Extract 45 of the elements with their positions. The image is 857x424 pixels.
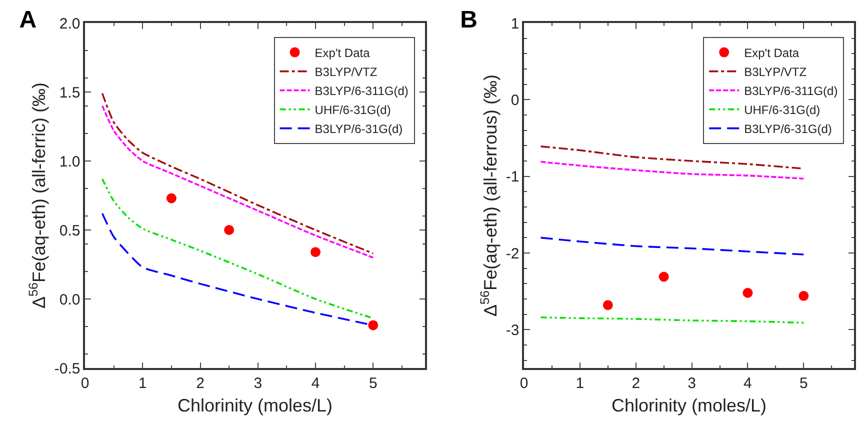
y-tick-label: 1: [510, 15, 520, 32]
point: [224, 225, 234, 235]
y-tick-label: 1.0: [59, 153, 80, 170]
y-tick-label: -1: [506, 168, 520, 186]
legend-label: UHF/6-31G(d): [744, 102, 820, 117]
point: [658, 272, 669, 282]
x-axis-title: Chlorinity (moles/L): [611, 395, 767, 416]
y-tick-label: 0.0: [59, 291, 80, 308]
legend-label: Exp't Data: [744, 46, 800, 60]
y-tick-label: 0: [510, 92, 520, 109]
x-tick-label: 3: [688, 374, 696, 392]
x-tick-label: 1: [576, 374, 584, 392]
point: [602, 300, 613, 310]
x-tick-label: 5: [799, 374, 808, 392]
x-tick-label: 2: [632, 374, 640, 392]
chart-title: B: [460, 6, 478, 34]
point: [368, 320, 378, 330]
x-tick-label: 4: [744, 374, 752, 392]
legend-label: B3LYP/6-31G(d): [744, 122, 832, 136]
point: [798, 290, 809, 301]
point: [310, 247, 321, 258]
x-tick-label: 3: [254, 374, 262, 392]
x-tick-label: 1: [138, 374, 147, 392]
y-tick-label: 1.5: [59, 84, 80, 102]
legend-label: B3LYP/6-311G(d): [314, 84, 408, 98]
y-tick-label: -2: [506, 245, 520, 262]
line-series: [540, 236, 805, 256]
legend-label: UHF/6-31G(d): [314, 102, 391, 117]
point: [742, 288, 753, 298]
chart-title: A: [19, 6, 37, 34]
x-tick-label: 5: [368, 374, 378, 392]
x-tick-label: 2: [196, 374, 204, 392]
line-series: [540, 160, 805, 180]
legend-label: B3LYP/VTZ: [744, 64, 807, 79]
y-tick-label: -3: [506, 322, 520, 339]
legend-label: B3LYP/6-31G(d): [314, 122, 403, 136]
point: [166, 193, 176, 204]
x-axis-title: Chlorinity (moles/L): [177, 395, 333, 416]
x-tick-label: 4: [311, 374, 320, 392]
y-tick-label: -0.5: [54, 360, 80, 378]
legend-label: B3LYP/6-311G(d): [744, 84, 838, 98]
y-tick-label: 2.0: [59, 15, 80, 32]
legend-label: Exp't Data: [314, 46, 370, 60]
legend-label: B3LYP/VTZ: [314, 64, 378, 79]
y-tick-label: 0.5: [59, 222, 80, 240]
